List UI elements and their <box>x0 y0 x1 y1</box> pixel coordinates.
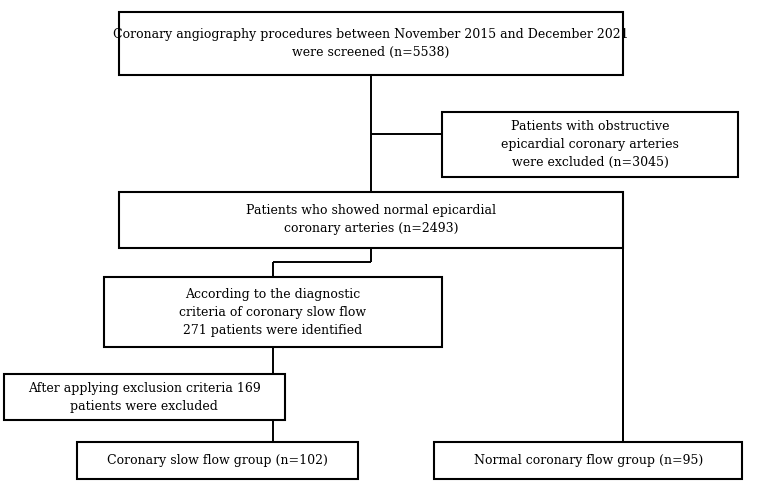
Bar <box>119 12 623 75</box>
Text: Coronary slow flow group (n=102): Coronary slow flow group (n=102) <box>107 454 328 467</box>
Bar <box>4 374 285 420</box>
Text: Patients with obstructive
epicardial coronary arteries
were excluded (n=3045): Patients with obstructive epicardial cor… <box>501 120 679 169</box>
Text: Coronary angiography procedures between November 2015 and December 2021
were scr: Coronary angiography procedures between … <box>113 28 629 59</box>
Text: Normal coronary flow group (n=95): Normal coronary flow group (n=95) <box>474 454 703 467</box>
Bar <box>104 277 442 347</box>
Text: Patients who showed normal epicardial
coronary arteries (n=2493): Patients who showed normal epicardial co… <box>246 205 496 235</box>
Bar <box>434 442 742 479</box>
Text: After applying exclusion criteria 169
patients were excluded: After applying exclusion criteria 169 pa… <box>28 382 261 413</box>
Bar <box>119 192 623 248</box>
Bar <box>77 442 358 479</box>
Text: According to the diagnostic
criteria of coronary slow flow
271 patients were ide: According to the diagnostic criteria of … <box>179 288 367 337</box>
Bar <box>442 112 738 177</box>
